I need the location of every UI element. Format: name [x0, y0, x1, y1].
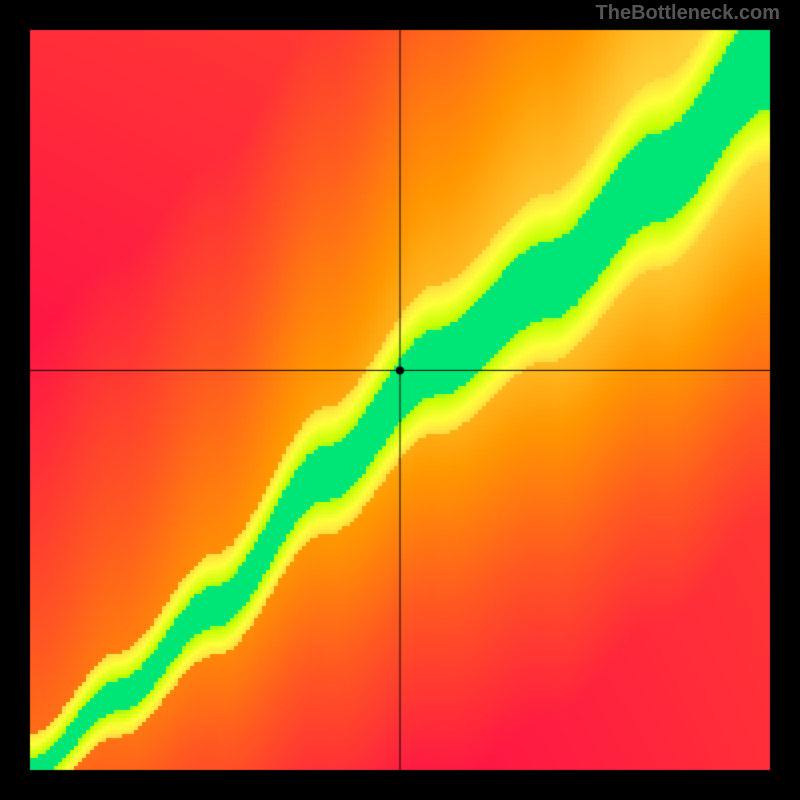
heatmap-canvas	[0, 0, 800, 800]
watermark-label: TheBottleneck.com	[596, 2, 780, 25]
chart-container: TheBottleneck.com	[0, 0, 800, 800]
